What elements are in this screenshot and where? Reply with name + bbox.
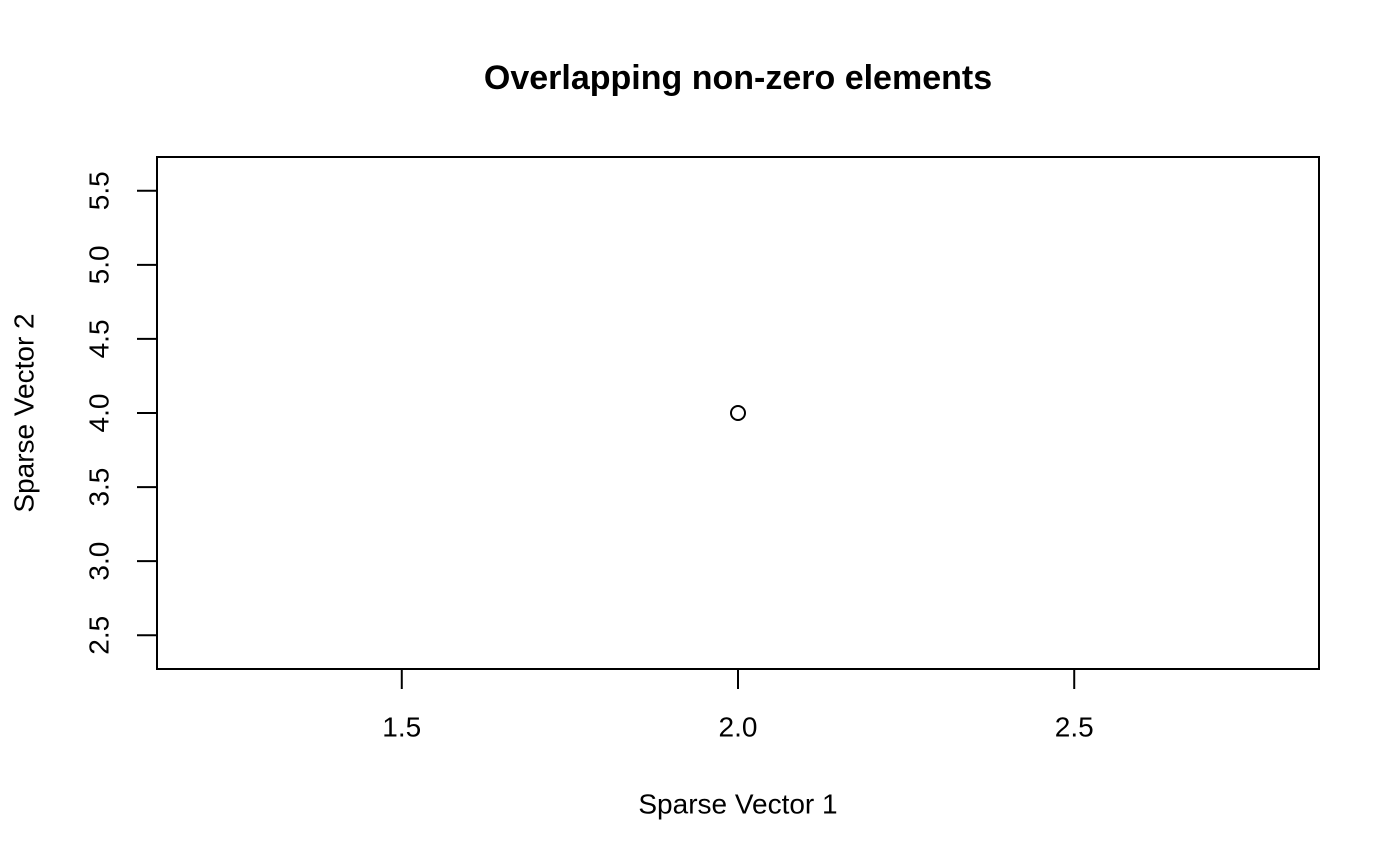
y-tick-label: 5.5 [83,171,114,210]
x-tick-label: 2.5 [1055,711,1094,742]
point [730,405,746,421]
y-tick-label: 3.0 [83,542,114,581]
x-axis-label: Sparse Vector 1 [638,788,837,819]
chart-title: Overlapping non-zero elements [484,59,992,97]
x-tick-label: 2.0 [719,711,758,742]
y-tick-label: 5.0 [83,245,114,284]
x-tick-label: 1.5 [382,711,421,742]
y-tick-label: 4.5 [83,319,114,358]
y-tick-label: 3.5 [83,468,114,507]
plot-frame [156,156,1320,670]
y-tick-label: 2.5 [83,616,114,655]
y-axis-label: Sparse Vector 2 [8,313,39,512]
y-tick-label: 4.0 [83,394,114,433]
